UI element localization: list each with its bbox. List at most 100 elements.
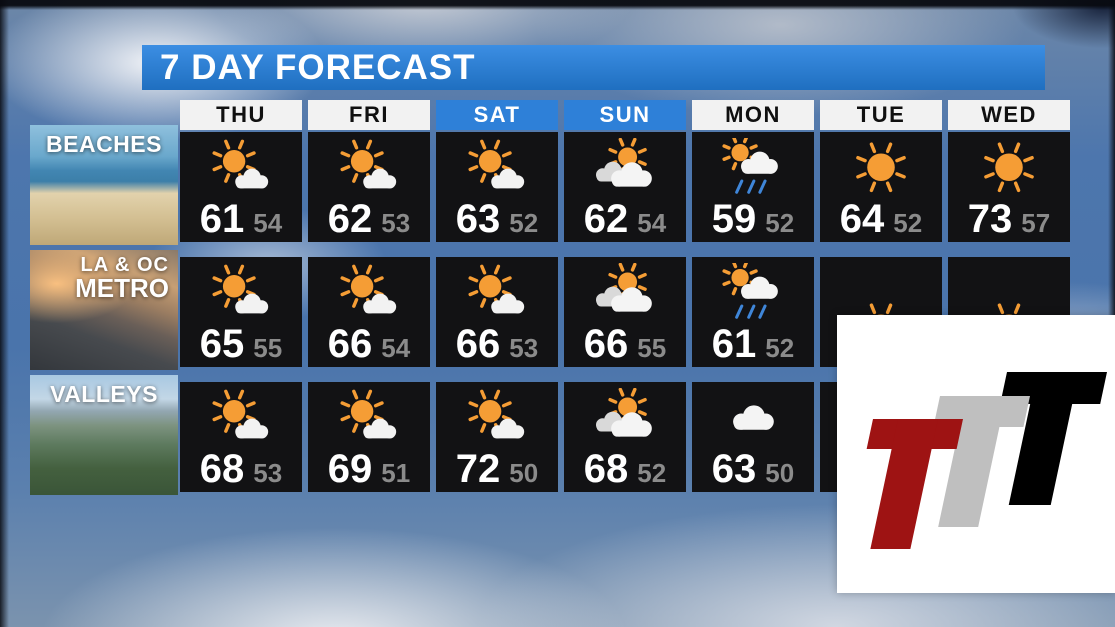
cloudy-icon <box>698 387 808 451</box>
day-header-tue: TUE <box>820 100 942 130</box>
high-temp: 69 <box>327 447 373 491</box>
high-temp: 66 <box>455 322 501 366</box>
temps: 62 54 <box>583 197 667 241</box>
day-header-sat: SAT <box>436 100 558 130</box>
low-temp: 53 <box>509 333 539 363</box>
forecast-cell: 73 57 <box>948 132 1070 242</box>
low-temp: 50 <box>509 458 539 488</box>
forecast-cell: 66 53 <box>436 257 558 367</box>
high-temp: 63 <box>711 447 757 491</box>
temps: 62 53 <box>327 197 410 241</box>
temps: 65 55 <box>199 322 283 366</box>
forecast-cell: 61 54 <box>180 132 302 242</box>
forecast-cell: 72 50 <box>436 382 558 492</box>
high-temp: 66 <box>583 322 629 366</box>
high-temp: 59 <box>711 197 757 241</box>
mostly-sunny-icon <box>314 262 424 326</box>
low-temp: 57 <box>1021 208 1051 238</box>
mostly-cloudy-icon <box>570 387 680 451</box>
high-temp: 68 <box>199 447 245 491</box>
temps: 66 55 <box>583 322 667 366</box>
high-temp: 62 <box>583 197 629 241</box>
forecast-cell: 68 53 <box>180 382 302 492</box>
temps: 61 54 <box>199 197 283 241</box>
temps: 66 54 <box>327 322 411 366</box>
region-label-metro: METRO <box>75 273 169 303</box>
temps: 61 52 <box>711 322 795 366</box>
high-temp: 73 <box>967 197 1013 241</box>
mostly-sunny-icon <box>314 137 424 201</box>
forecast-cell: 63 50 <box>692 382 814 492</box>
temps: 64 52 <box>839 197 923 241</box>
low-temp: 51 <box>381 458 411 488</box>
forecast-cell: 66 54 <box>308 257 430 367</box>
day-column-sat: SAT 63 52 66 53 72 50 <box>436 100 558 492</box>
mostly-sunny-icon <box>186 262 296 326</box>
day-header-thu: THU <box>180 100 302 130</box>
logo-letter-t-gray <box>933 396 1030 527</box>
region-label-valleys: VALLEYS <box>50 381 158 407</box>
mostly-cloudy-icon <box>570 137 680 201</box>
high-temp: 66 <box>327 322 373 366</box>
day-header-sun: SUN <box>564 100 686 130</box>
temps: 72 50 <box>456 449 539 489</box>
sunny-icon <box>826 137 936 201</box>
temps: 63 50 <box>711 447 795 491</box>
showers-icon <box>698 262 808 326</box>
low-temp: 55 <box>637 333 667 363</box>
low-temp: 52 <box>509 208 539 238</box>
mostly-sunny-icon <box>186 137 296 201</box>
forecast-cell: 69 51 <box>308 382 430 492</box>
frame-edge-top <box>0 0 1115 10</box>
logo-letter-t-black <box>1000 372 1107 505</box>
day-header-mon: MON <box>692 100 814 130</box>
low-temp: 54 <box>637 208 667 238</box>
temps: 68 53 <box>199 447 283 491</box>
day-header-fri: FRI <box>308 100 430 130</box>
forecast-cell: 59 52 <box>692 132 814 242</box>
forecast-cell: 68 52 <box>564 382 686 492</box>
mostly-cloudy-icon <box>570 262 680 326</box>
mostly-sunny-icon <box>442 387 552 451</box>
forecast-cell: 62 54 <box>564 132 686 242</box>
region-photo-beaches: BEACHES <box>30 125 178 245</box>
low-temp: 52 <box>893 208 923 238</box>
low-temp: 52 <box>765 333 795 363</box>
low-temp: 54 <box>381 333 411 363</box>
day-header-wed: WED <box>948 100 1070 130</box>
high-temp: 63 <box>455 197 501 241</box>
low-temp: 55 <box>253 333 283 363</box>
high-temp: 62 <box>327 197 373 241</box>
forecast-cell: 64 52 <box>820 132 942 242</box>
high-temp: 61 <box>711 322 757 366</box>
temps: 59 52 <box>711 197 794 241</box>
forecast-title-bar: 7 DAY FORECAST <box>142 45 1045 90</box>
low-temp: 50 <box>765 458 795 488</box>
station-logo-ttt <box>866 372 1107 549</box>
forecast-cell: 61 52 <box>692 257 814 367</box>
high-temp: 61 <box>199 197 245 241</box>
mostly-sunny-icon <box>314 387 424 451</box>
logo-letter-t-red <box>866 419 963 549</box>
sunny-icon <box>954 137 1064 201</box>
low-temp: 52 <box>637 458 667 488</box>
high-temp: 68 <box>583 447 629 491</box>
day-column-mon: MON 59 52 61 52 63 50 <box>692 100 814 492</box>
high-temp: 64 <box>839 197 885 241</box>
high-temp: 65 <box>199 322 245 366</box>
temps: 63 52 <box>455 197 539 241</box>
low-temp: 53 <box>253 458 283 488</box>
forecast-cell: 66 55 <box>564 257 686 367</box>
low-temp: 54 <box>253 208 283 238</box>
temps: 66 53 <box>455 322 539 366</box>
mostly-sunny-icon <box>186 387 296 451</box>
region-label-la-oc: LA & OC <box>80 254 169 276</box>
region-label-beaches: BEACHES <box>46 131 162 157</box>
forecast-title: 7 DAY FORECAST <box>160 48 476 87</box>
showers-icon <box>698 137 808 201</box>
frame-edge-left <box>0 0 9 627</box>
frame-edge-right <box>1108 0 1115 315</box>
temps: 68 52 <box>583 447 667 491</box>
mostly-sunny-icon <box>442 262 552 326</box>
